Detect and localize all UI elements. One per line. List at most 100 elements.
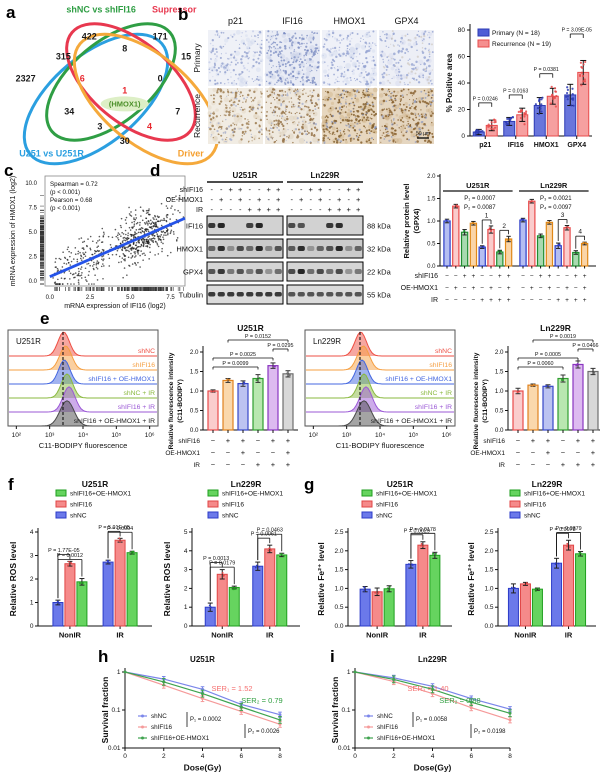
svg-text:-: - [268, 195, 271, 204]
p-value: P₁ = 0.0007 [464, 196, 496, 202]
svg-text:-: - [300, 205, 303, 214]
panel-label-c: c [4, 161, 14, 180]
svg-text:-: - [249, 195, 252, 204]
ridge-curve [9, 359, 157, 385]
title: U251R [82, 479, 108, 489]
blot-band [345, 246, 353, 251]
correlation-annotation: Pearson = 0.68 [50, 197, 93, 204]
ylabel: Relative Fe²⁺ level [466, 542, 476, 615]
svg-text:-: - [291, 205, 294, 214]
ridge-curve [9, 400, 157, 427]
svg-text:2: 2 [30, 576, 34, 583]
svg-text:1.0: 1.0 [334, 585, 343, 592]
svg-text:−: − [463, 285, 467, 292]
legend-label: shIFI16+OE-HMOX1 [151, 735, 210, 742]
svg-text:−: − [472, 297, 476, 304]
svg-text:-: - [338, 185, 341, 194]
svg-text:1.5: 1.5 [334, 567, 343, 574]
svg-text:+: + [556, 297, 560, 304]
svg-text:+: + [347, 185, 352, 194]
svg-text:+: + [561, 460, 566, 469]
venn-count: 4 [147, 122, 152, 132]
svg-text:−: − [498, 285, 502, 292]
ridge-label: shIFI16 + IR [118, 404, 155, 411]
venn-center-gene: (HMOX1) [109, 99, 141, 108]
svg-text:+: + [576, 460, 581, 469]
svg-text:+: + [226, 436, 231, 445]
svg-text:10⁶: 10⁶ [442, 432, 452, 439]
svg-text:−: − [530, 273, 534, 280]
ridge-curve [306, 386, 454, 413]
svg-text:+: + [318, 185, 323, 194]
p-value: P = 0.0379 [555, 526, 581, 532]
p-value: P₁ = 0.0002 [190, 717, 222, 723]
title: U251R [190, 655, 215, 664]
svg-text:4: 4 [184, 548, 188, 555]
kda-label: 32 kDa [367, 245, 392, 254]
p-value: P = 0.0060 [527, 361, 553, 367]
svg-text:+: + [463, 273, 467, 280]
kda-label: 55 kDa [367, 291, 392, 300]
ihc-col-label: GPX4 [394, 16, 418, 26]
svg-text:-: - [220, 185, 223, 194]
blot-band [208, 246, 216, 251]
protein-label: Tub‌ulin [179, 291, 203, 300]
d-ylabel: Relative protein level [402, 183, 411, 258]
svg-text:−: − [463, 297, 467, 304]
svg-text:+: + [546, 436, 551, 445]
svg-text:+: + [530, 285, 534, 292]
chart-e-u251r: 0.0 0.5 1.0 1.5 2.0 Relative fluorescence int… [165, 323, 298, 469]
panel-label-b: b [178, 5, 189, 24]
protein-label: IFI16 [186, 222, 203, 231]
svg-text:2: 2 [184, 585, 188, 592]
c-ylabel: mRNA expression of HMOX1 (log2) [10, 176, 17, 286]
blot-band [288, 223, 296, 228]
cell-line-header: U251R [233, 171, 258, 180]
ser-annotation: SER₁ = 1.52 [211, 684, 252, 693]
svg-text:1.5: 1.5 [484, 567, 493, 574]
legend-swatch [55, 500, 67, 508]
svg-text:−: − [521, 285, 525, 292]
group-header: U251R [466, 181, 490, 190]
svg-text:−: − [531, 448, 536, 457]
bar [383, 588, 395, 627]
svg-text:20: 20 [458, 107, 466, 114]
blot-band [227, 269, 235, 274]
svg-text:7.5: 7.5 [166, 295, 175, 301]
blot-band [307, 292, 315, 297]
category-label: IR [116, 631, 124, 640]
p-value: P = 0.0152 [245, 334, 271, 340]
legend-swatch [477, 39, 490, 48]
condition-label: IR [194, 462, 201, 469]
condition-label: IR [499, 462, 506, 469]
svg-text:-: - [310, 205, 313, 214]
svg-text:0: 0 [184, 623, 188, 630]
svg-text:+: + [591, 436, 596, 445]
svg-text:+: + [241, 436, 246, 445]
legend-swatch [509, 489, 521, 497]
legend-swatch [361, 500, 373, 508]
blot-box [206, 215, 284, 236]
blot-band [297, 246, 305, 251]
bar [519, 219, 527, 267]
bracket-label: 2 [502, 223, 506, 230]
svg-text:−: − [561, 448, 566, 457]
chart-d-gpx4: 0.0 0.5 1.0 1.5 2.0 Relative protein level (GP… [401, 174, 596, 304]
blot-band [246, 246, 254, 251]
bar [545, 221, 554, 267]
svg-text:+: + [546, 448, 551, 457]
blot-band [255, 246, 263, 251]
panel-label-g: g [304, 475, 315, 494]
category-label: IR [266, 631, 274, 640]
bar [237, 382, 249, 431]
svg-text:−: − [211, 448, 216, 457]
svg-text:+: + [318, 195, 323, 204]
blot-band [326, 246, 334, 251]
ylabel: Survival fraction [100, 677, 110, 744]
svg-text:+: + [238, 185, 243, 194]
legend-label: shNC [524, 513, 541, 520]
svg-text:−: − [531, 460, 536, 469]
svg-text:0: 0 [461, 133, 465, 140]
condition-label: OE-HMOX1 [470, 450, 505, 457]
